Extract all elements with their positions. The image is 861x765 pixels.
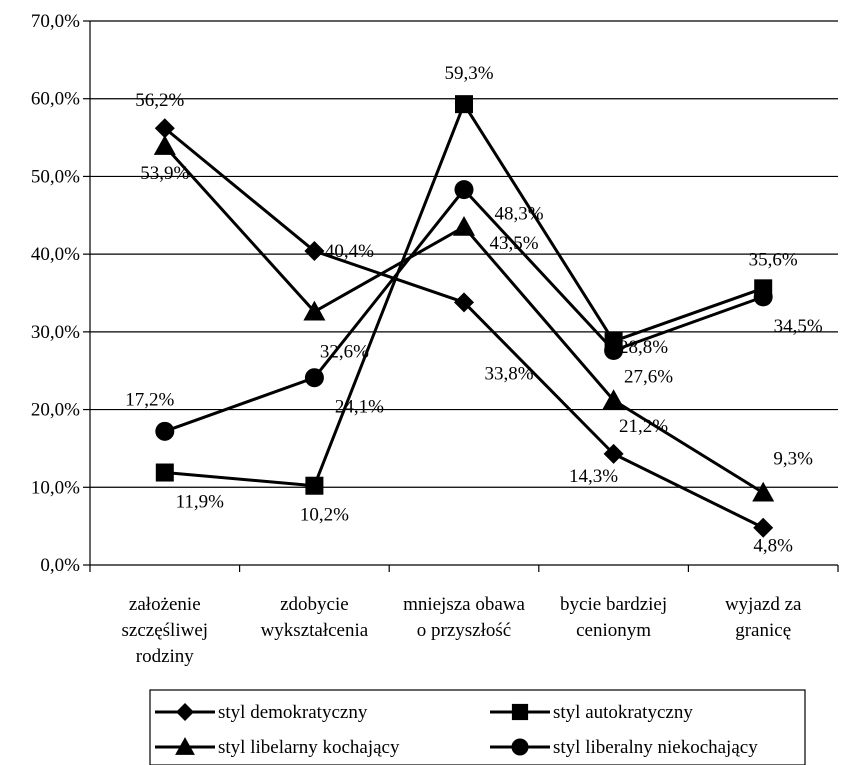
data-point: [753, 517, 774, 538]
x-tick-label: zdobycie wykształcenia: [261, 594, 369, 641]
y-tick-label: 10,0%: [31, 477, 80, 498]
legend-box: [149, 689, 806, 765]
data-point: [153, 135, 176, 155]
legend-label: styl liberalny niekochający: [553, 737, 758, 758]
data-label: 27,6%: [624, 367, 673, 388]
data-point: [753, 287, 773, 307]
data-labels: 56,2% 40,4% 33,8% 14,3% 4,8% 11,9% 10,2% 59,3% 2…: [125, 63, 823, 557]
data-point: [155, 421, 175, 441]
y-tick-label: 0,0%: [40, 555, 80, 576]
data-point: [455, 95, 473, 114]
data-label: 34,5%: [774, 316, 823, 337]
data-point: [752, 481, 775, 502]
data-point: [304, 241, 325, 262]
data-label: 53,9%: [140, 163, 189, 184]
data-point: [454, 292, 474, 313]
data-label: 32,6%: [320, 342, 369, 363]
y-tick-label: 30,0%: [31, 322, 80, 343]
y-tick-label: 50,0%: [31, 166, 80, 187]
data-point: [603, 443, 624, 464]
legend-label: styl demokratyczny: [218, 702, 368, 723]
data-label: 28,8%: [619, 337, 668, 358]
data-label: 59,3%: [444, 63, 493, 84]
data-label: 40,4%: [325, 241, 374, 262]
data-point: [304, 368, 324, 388]
data-point: [602, 389, 625, 410]
data-label: 43,5%: [489, 233, 538, 254]
data-label: 14,3%: [569, 466, 618, 487]
legend-label: styl autokratyczny: [553, 702, 693, 723]
data-point: [453, 215, 475, 236]
legend: styl demokratyczny styl autokratyczny styl…: [149, 689, 806, 765]
data-label: 21,2%: [619, 416, 668, 437]
y-tick-label: 20,0%: [31, 400, 80, 421]
data-label: 33,8%: [484, 363, 533, 384]
data-label: 35,6%: [749, 249, 798, 270]
legend-marker: [175, 737, 195, 755]
legend-label: styl libelarny kochający: [218, 737, 400, 758]
data-point: [454, 180, 474, 200]
data-point: [155, 463, 174, 482]
data-label: 11,9%: [176, 492, 225, 513]
legend-marker: [511, 703, 529, 721]
data-label: 9,3%: [773, 449, 813, 470]
x-tick-label: mniejsza obawa o przyszłość: [403, 594, 525, 641]
data-point: [305, 476, 324, 495]
x-tick-label: wyjazd za granicę: [725, 594, 802, 641]
data-point: [604, 341, 624, 361]
y-tick-label: 60,0%: [31, 89, 80, 110]
x-tick-label: założenie szczęśliwej rodziny: [122, 594, 209, 667]
y-tick-label: 70,0%: [31, 11, 80, 32]
x-tick-label: bycie bardziej cenionym: [560, 594, 667, 641]
data-label: 17,2%: [125, 389, 174, 410]
data-point: [154, 118, 175, 139]
data-label: 48,3%: [494, 204, 543, 225]
legend-marker: [176, 703, 194, 721]
legend-marker: [511, 738, 529, 756]
data-label: 10,2%: [300, 505, 349, 526]
data-label: 4,8%: [753, 536, 793, 557]
data-label: 24,1%: [335, 397, 384, 418]
y-tick-label: 40,0%: [31, 244, 80, 265]
data-label: 56,2%: [135, 90, 184, 111]
series-lines: [153, 95, 775, 538]
data-point: [303, 300, 326, 321]
axes: 0,0% 10,0% 20,0% 30,0% 40,0% 50,0% 60,0% 70,0% z…: [31, 11, 839, 667]
